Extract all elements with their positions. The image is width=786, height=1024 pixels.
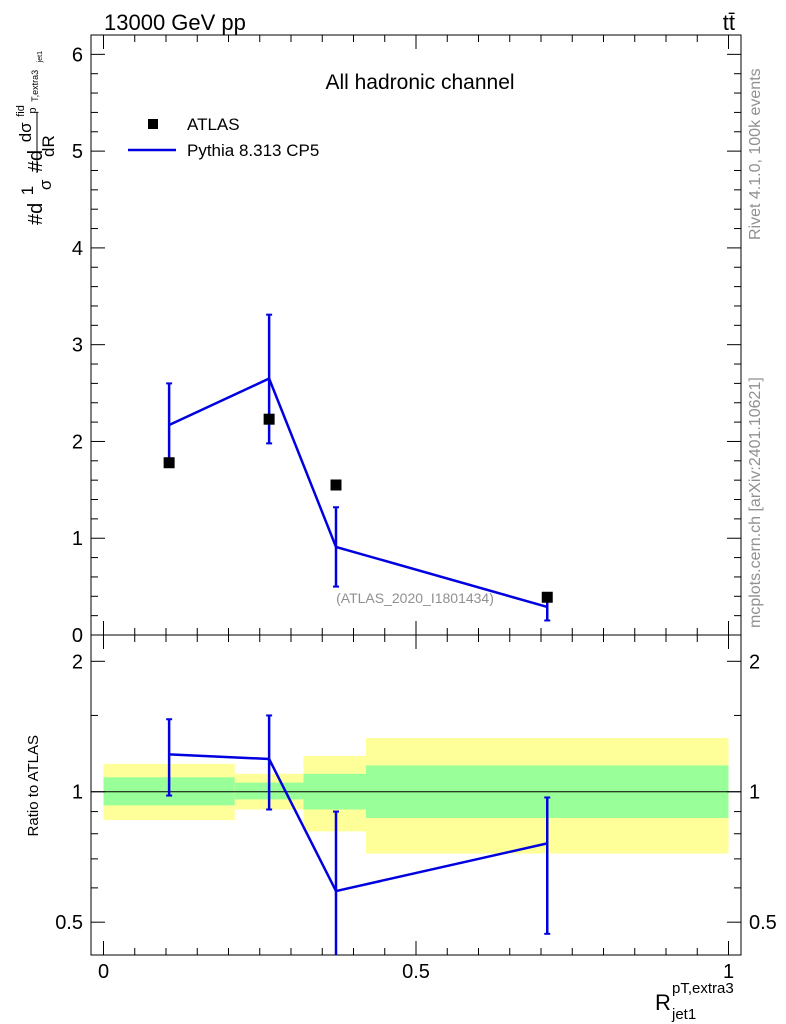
mcplots-credit-label: mcplots.cern.ch [arXiv:2401.10621] [747, 377, 764, 628]
main-ytick-label: 5 [72, 141, 83, 163]
ratio-pythia-line [169, 753, 548, 893]
rivet-version-label: Rivet 4.1.0, 100k events [747, 68, 764, 240]
ylabel-d1: #d [25, 203, 47, 225]
atlas-data-point [330, 479, 342, 491]
ylabel-num: dσ [16, 122, 35, 142]
main-ytick-label: 2 [72, 431, 83, 453]
ratio-ytick-label-left: 2 [72, 651, 83, 673]
ratio-y-axis-label: Ratio to ATLAS [25, 735, 42, 836]
legend-atlas-label: ATLAS [187, 115, 240, 134]
ylabel-sub: p [27, 107, 39, 113]
xlabel-superscript: pT,extra3 [672, 980, 734, 997]
main-y-axis-label: #d 1 σ #d dσ fid p T,extra3 jet1 dR [7, 51, 58, 225]
ylabel-den: dR [39, 135, 58, 157]
ylabel-subsub: T,extra3 [30, 70, 40, 102]
main-ytick-label: 6 [72, 44, 83, 66]
ylabel-fid: fid [15, 105, 27, 117]
main-ytick-label: 3 [72, 335, 83, 357]
x-axis-label: R [655, 990, 671, 1015]
main-ytick-label: 0 [72, 625, 83, 647]
ylabel-d2: #d [25, 150, 47, 172]
ylabel-densub: jet1 [37, 51, 44, 63]
ratio-xtick-label: 0 [98, 961, 109, 983]
ylabel-one: 1 [18, 186, 37, 195]
atlas-data-point [541, 591, 553, 603]
ratio-xtick-label: 0.5 [402, 961, 430, 983]
header-energy-label: 13000 GeV pp [104, 10, 246, 35]
ratio-xtick-label: 1 [723, 961, 734, 983]
plot-title: All hadronic channel [325, 71, 514, 94]
analysis-id-label: (ATLAS_2020_I1801434) [336, 590, 494, 606]
atlas-data-point [163, 457, 175, 469]
atlas-data-point [263, 413, 275, 425]
xlabel-subscript: jet1 [671, 1006, 696, 1023]
xlabel-main: R [655, 990, 671, 1015]
ratio-ytick-label-right: 2 [749, 651, 760, 673]
pythia-line [168, 376, 548, 609]
ratio-ytick-label-right: 0.5 [749, 912, 777, 934]
ratio-ytick-label-left: 0.5 [55, 912, 83, 934]
header-process-label: tt̄ [723, 10, 735, 35]
main-ytick-label: 1 [72, 528, 83, 550]
ratio-ytick-label-right: 1 [749, 782, 760, 804]
main-ytick-label: 4 [72, 238, 83, 260]
svg-text:#d 1 σ #d: #d 1 σ #d dσ fid p T,extra3 jet1 [7, 51, 56, 225]
legend-atlas-marker [148, 119, 158, 129]
ratio-ytick-label-left: 1 [72, 782, 83, 804]
ylabel-sigma: σ [36, 179, 55, 190]
legend-pythia-label: Pythia 8.313 CP5 [187, 141, 319, 160]
